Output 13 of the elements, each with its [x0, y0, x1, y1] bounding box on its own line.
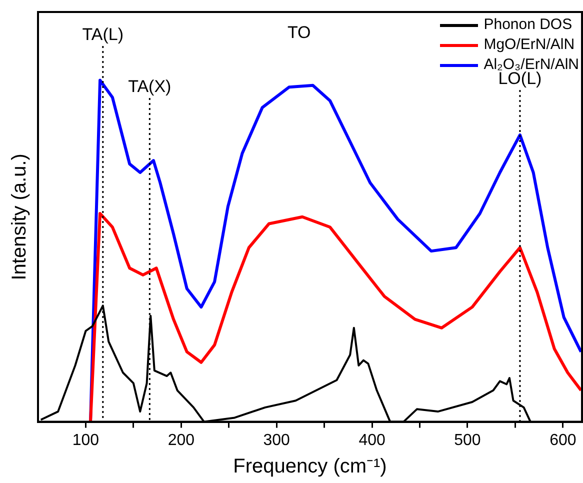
legend-label: Phonon DOS [484, 15, 572, 35]
text: TO [287, 23, 311, 42]
x-tick-label: 100 [72, 432, 100, 449]
legend-label: MgO/ErN/AlN [484, 35, 575, 55]
x-axis-title: Frequency (cm⁻¹) [233, 456, 387, 478]
x-tick-label: 200 [168, 432, 195, 449]
x-tick-label: 400 [358, 432, 386, 449]
y-axis-title: Intensity (a.u.) [8, 154, 31, 280]
ref-line-label: TA(L) [82, 25, 124, 44]
x-tick-label: 300 [263, 432, 290, 449]
x-tick-label: 500 [454, 432, 481, 449]
x-tick-label: 600 [550, 432, 576, 449]
ref-line-label: TA(X) [128, 77, 172, 96]
